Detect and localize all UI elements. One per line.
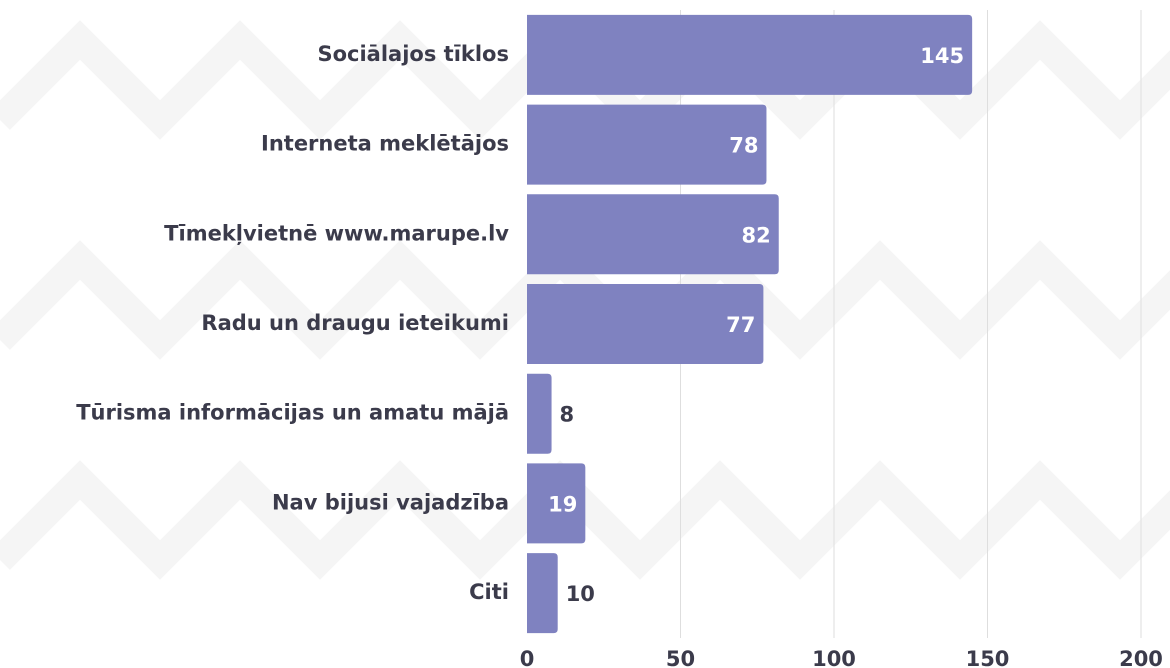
y-tick-label: Sociālajos tīklos (317, 42, 509, 66)
bar (527, 284, 764, 364)
value-label: 10 (566, 582, 595, 606)
bar (527, 463, 586, 544)
value-label: 145 (920, 44, 964, 68)
x-tick-label: 100 (812, 647, 856, 668)
value-label: 78 (729, 134, 758, 158)
x-tick-label: 150 (966, 647, 1010, 668)
bar (527, 373, 552, 454)
bar (527, 14, 973, 95)
y-tick-label: Citi (469, 580, 509, 604)
y-tick-label: Nav bijusi vajadzība (272, 490, 509, 514)
y-tick-label: Interneta meklētājos (261, 132, 509, 156)
bar (527, 104, 767, 185)
value-label: 8 (560, 403, 575, 427)
value-label: 19 (548, 492, 577, 516)
bar (527, 194, 779, 275)
y-tick-label: Tūrisma informācijas un amatu mājā (76, 401, 509, 425)
y-tick-label: Tīmekļvietnē www.marupe.lv (164, 221, 509, 245)
x-tick-label: 0 (520, 647, 535, 668)
bar (527, 553, 558, 634)
x-tick-label: 200 (1119, 647, 1163, 668)
value-label: 82 (742, 223, 771, 247)
value-label: 77 (726, 313, 755, 337)
y-tick-label: Radu un draugu ieteikumi (201, 311, 509, 335)
x-tick-label: 50 (666, 647, 695, 668)
